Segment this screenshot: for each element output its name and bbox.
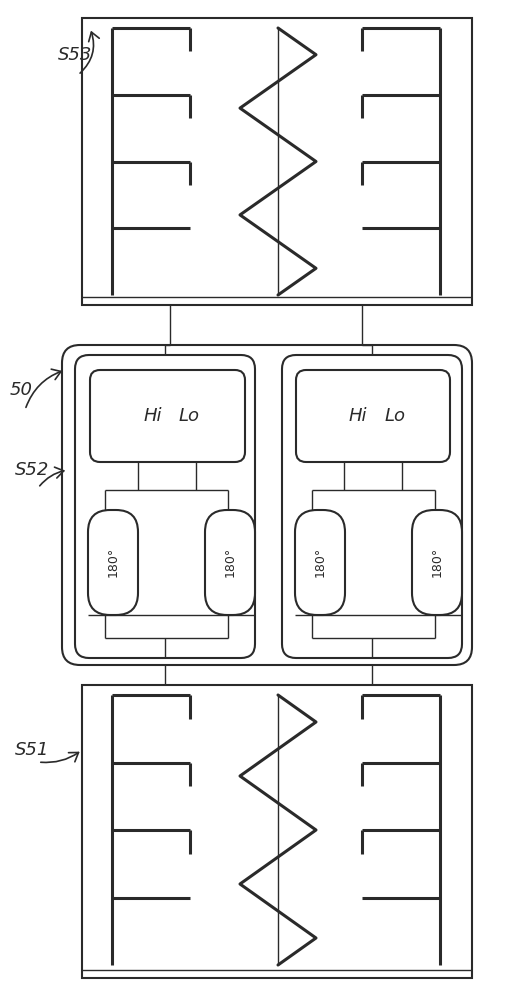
- Text: Hi: Hi: [349, 407, 367, 425]
- Bar: [82, 685, 472, 978]
- Text: 180°: 180°: [223, 547, 236, 577]
- Text: S52: S52: [15, 461, 50, 479]
- FancyBboxPatch shape: [90, 370, 245, 462]
- FancyArrowPatch shape: [80, 32, 99, 73]
- FancyBboxPatch shape: [205, 510, 255, 615]
- FancyArrowPatch shape: [41, 752, 79, 762]
- FancyArrowPatch shape: [40, 467, 64, 486]
- Text: Lo: Lo: [385, 407, 405, 425]
- Text: 180°: 180°: [431, 547, 444, 577]
- Text: S51: S51: [15, 741, 50, 759]
- Text: 180°: 180°: [313, 547, 327, 577]
- FancyBboxPatch shape: [62, 345, 472, 665]
- Text: S53: S53: [58, 46, 93, 64]
- Bar: [82, 18, 472, 305]
- FancyBboxPatch shape: [412, 510, 462, 615]
- Text: 50: 50: [10, 381, 33, 399]
- FancyBboxPatch shape: [295, 510, 345, 615]
- Text: Hi: Hi: [143, 407, 162, 425]
- FancyBboxPatch shape: [75, 355, 255, 658]
- FancyBboxPatch shape: [88, 510, 138, 615]
- FancyArrowPatch shape: [26, 369, 61, 407]
- Text: Lo: Lo: [179, 407, 200, 425]
- FancyBboxPatch shape: [296, 370, 450, 462]
- Text: 180°: 180°: [107, 547, 119, 577]
- FancyBboxPatch shape: [282, 355, 462, 658]
